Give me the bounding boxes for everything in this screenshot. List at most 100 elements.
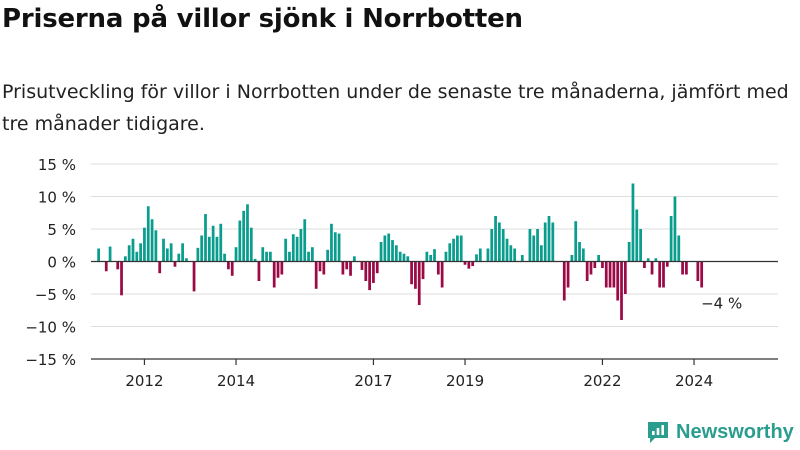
bar (131, 238, 135, 262)
bar (310, 247, 314, 262)
bar (654, 258, 658, 262)
bar (326, 249, 330, 262)
bar (616, 261, 620, 301)
bar (391, 240, 394, 262)
bar (677, 235, 681, 262)
bar (200, 235, 204, 262)
bar (238, 220, 242, 262)
bar (108, 246, 112, 262)
bar (135, 251, 139, 262)
bar (120, 261, 123, 296)
bar (143, 227, 146, 262)
bar (375, 261, 379, 274)
bar (185, 258, 188, 262)
bar (341, 261, 345, 275)
bar (146, 206, 150, 262)
bar (398, 251, 402, 262)
bar (150, 219, 154, 262)
chart-subtitle: Prisutveckling för villor i Norrbotten u… (2, 81, 789, 135)
bar (646, 258, 650, 262)
chart-title: Priserna på villor sjönk i Norrbotten (2, 4, 523, 34)
bar (452, 238, 455, 262)
x-tick-label: 2024 (675, 372, 713, 390)
bar (261, 247, 265, 262)
bar (528, 229, 532, 262)
bar (570, 255, 574, 262)
bar (494, 216, 497, 262)
bar (234, 247, 238, 262)
bar (471, 261, 475, 267)
bar (372, 261, 375, 283)
bar (352, 256, 356, 262)
bar (402, 253, 406, 262)
y-tick-label: −15 % (25, 351, 76, 369)
bar (303, 219, 307, 262)
bar (333, 232, 337, 262)
bar (551, 222, 555, 262)
bar (192, 261, 196, 292)
bar (414, 261, 417, 289)
y-tick-label: 15 % (38, 156, 76, 174)
bar (173, 261, 177, 267)
brand-logo[interactable]: Newsworthy (646, 418, 794, 446)
brand-name: Newsworthy (676, 420, 794, 443)
bar (639, 229, 642, 262)
y-tick-label: −10 % (25, 319, 76, 337)
bar (337, 233, 341, 262)
bar (578, 242, 581, 262)
bar (314, 261, 318, 289)
bar (662, 261, 665, 288)
bar (417, 261, 421, 306)
newsworthy-chart-logo-icon (648, 422, 668, 443)
bar (436, 261, 440, 275)
bar (520, 255, 524, 262)
bar (650, 261, 654, 275)
bar (665, 261, 669, 267)
bar (318, 261, 322, 272)
bar (219, 223, 223, 262)
bar (181, 243, 184, 262)
bar (562, 261, 566, 301)
bar (127, 245, 131, 262)
bar (177, 253, 181, 262)
bar (608, 261, 612, 288)
bar (601, 261, 604, 268)
bar (539, 245, 543, 262)
bar (154, 230, 158, 262)
bar (604, 261, 608, 288)
bar (360, 261, 364, 270)
bar (566, 261, 570, 288)
bar (673, 196, 677, 262)
bar (669, 216, 673, 262)
bar (509, 245, 513, 262)
bar (253, 258, 257, 262)
bar (394, 245, 398, 262)
bar (265, 251, 268, 262)
bar-layer (97, 183, 704, 320)
bar (291, 234, 295, 262)
bar (410, 261, 413, 285)
bar (440, 261, 444, 288)
x-tick-label: 2019 (446, 372, 484, 390)
bar (475, 254, 478, 262)
bar (284, 238, 288, 262)
bar (204, 214, 207, 262)
bar (547, 216, 551, 262)
bar (433, 249, 436, 262)
bar (307, 251, 310, 262)
bar (429, 255, 433, 262)
bar (574, 221, 578, 262)
bar (685, 261, 688, 275)
bar (585, 261, 589, 281)
bar (165, 248, 169, 262)
bar (456, 235, 459, 262)
bar (364, 261, 368, 281)
bar (505, 238, 509, 262)
bar (379, 242, 383, 262)
bar (700, 261, 704, 288)
bar (295, 236, 299, 262)
bar (421, 261, 425, 280)
bar (116, 261, 120, 270)
bar (123, 256, 127, 262)
x-tick-label: 2017 (354, 372, 392, 390)
